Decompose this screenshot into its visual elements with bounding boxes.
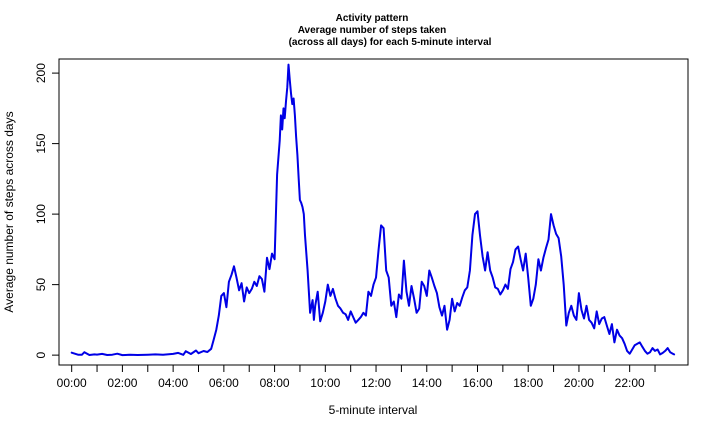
x-tick-label: 10:00: [310, 376, 340, 390]
y-tick-label: 0: [34, 351, 48, 358]
x-tick-label: 16:00: [462, 376, 492, 390]
x-axis: 00:00 02:00 04:00 06:00 08:00 10:00 12:00 14:00…: [57, 365, 656, 390]
y-tick-label: 200: [34, 63, 48, 83]
x-tick-label: 04:00: [158, 376, 188, 390]
y-tick-label: 100: [34, 204, 48, 224]
y-axis-title: Average number of steps across days: [2, 111, 16, 312]
x-tick-label: 14:00: [412, 376, 442, 390]
series-layer: [70, 63, 676, 357]
x-tick-label: 12:00: [361, 376, 391, 390]
y-tick-label: 150: [34, 133, 48, 153]
x-tick-label: 08:00: [260, 376, 290, 390]
chart-title-line-3: (across all days) for each 5-minute inte…: [289, 37, 492, 48]
series-line: [70, 63, 676, 357]
plot-frame: [58, 58, 689, 366]
y-axis: 0 50 100 150 200: [34, 63, 59, 358]
y-tick-label: 50: [34, 278, 48, 292]
x-tick-label: 00:00: [57, 376, 87, 390]
x-tick-label: 02:00: [107, 376, 137, 390]
x-axis-title: 5-minute interval: [329, 403, 418, 417]
x-tick-label: 20:00: [564, 376, 594, 390]
x-tick-label: 06:00: [209, 376, 239, 390]
chart-title-line-1: Activity pattern: [336, 13, 409, 24]
chart-title-line-2: Average number of steps taken: [298, 25, 447, 36]
x-tick-label: 18:00: [513, 376, 543, 390]
x-tick-label: 22:00: [615, 376, 645, 390]
